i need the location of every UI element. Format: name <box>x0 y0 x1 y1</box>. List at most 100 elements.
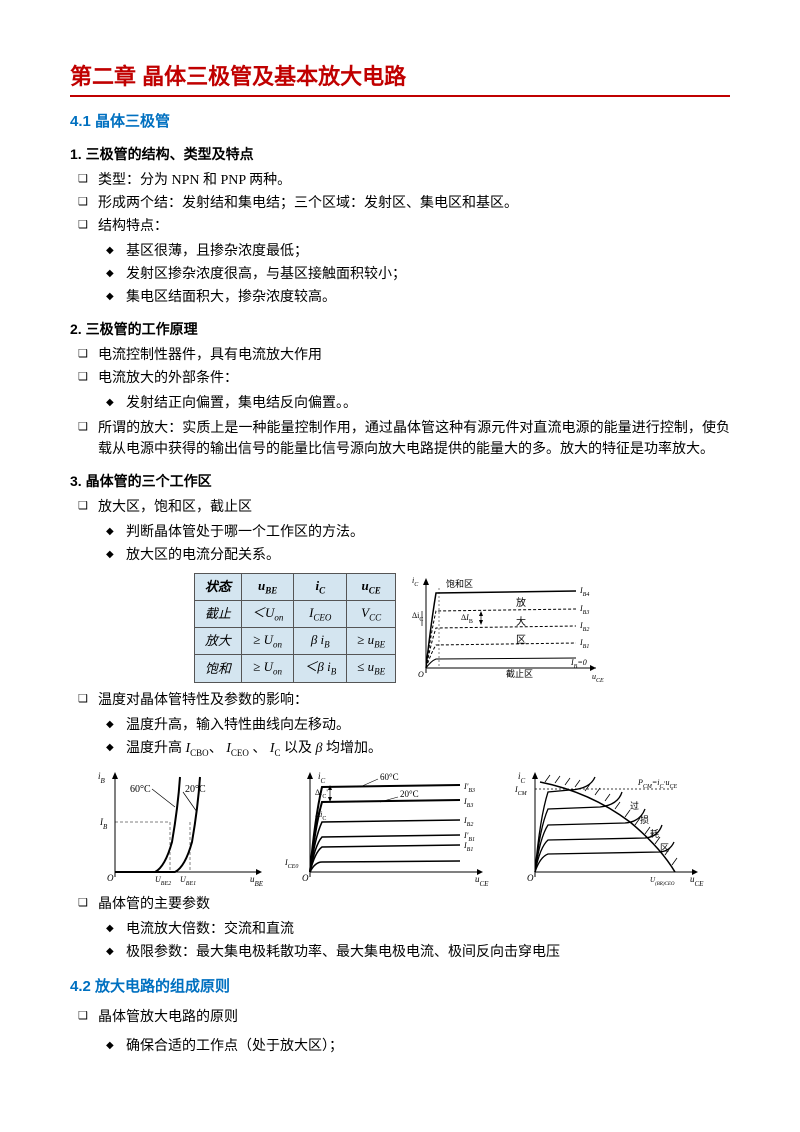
td: 截止 <box>194 600 241 627</box>
list-item: 集电区结面积大，掺杂浓度较高。 <box>126 286 730 309</box>
sub3-list3: 晶体管的主要参数 <box>70 893 730 916</box>
svg-text:ICM: ICM <box>514 785 528 797</box>
temp-chart-2: 60°C 20°C ΔiC' ΔiC I'B3 IB3 IB2 I'B1 IB1… <box>280 767 500 887</box>
svg-text:IB3: IB3 <box>463 797 473 809</box>
svg-text:uCE: uCE <box>475 874 489 887</box>
list-item: 极限参数：最大集电极耗散功率、最大集电极电流、极间反向击穿电压 <box>126 941 730 964</box>
svg-text:I'B3: I'B3 <box>463 782 475 794</box>
sub3-list2: 温度对晶体管特性及参数的影响： <box>70 689 730 712</box>
subsection-1-title: 1. 三极管的结构、类型及特点 <box>70 144 730 165</box>
svg-text:O: O <box>527 873 534 883</box>
svg-text:PCM=iC·uCE: PCM=iC·uCE <box>637 778 678 790</box>
svg-text:O: O <box>418 670 424 679</box>
state-table: 状态 uBE iC uCE 截止 ＜Uon ICEO VCC 放大 ≥ Uon … <box>194 573 396 683</box>
regions-chart: 饱和区 放 大 区 截止区 IB4 IB3 IB2 IB1 IB=0 uCE i… <box>406 573 606 683</box>
list-item: 电流放大的外部条件： <box>98 367 730 390</box>
list-item: 所谓的放大：实质上是一种能量控制作用，通过晶体管这种有源元件对直流电源的能量进行… <box>98 417 730 461</box>
svg-text:大: 大 <box>516 615 526 628</box>
svg-text:20°C: 20°C <box>400 789 419 799</box>
svg-text:IB2: IB2 <box>463 816 473 828</box>
list-item: 确保合适的工作点（处于放大区）； <box>126 1035 730 1058</box>
svg-text:IB4: IB4 <box>579 586 589 598</box>
svg-text:放: 放 <box>516 596 526 609</box>
list-item: 电流放大倍数：交流和直流 <box>126 918 730 941</box>
list-item: 放大区的电流分配关系。 <box>126 544 730 567</box>
th-ic: iC <box>294 573 347 600</box>
list-item: 温度升高 ICBO、 ICEO 、 IC 以及 β 均增加。 <box>126 737 730 761</box>
temp-chart-1: 60°C 20°C IB UBE2 UBE1 uBE iB O <box>90 767 270 887</box>
list-item: 类型：分为 NPN 和 PNP 两种。 <box>98 169 730 192</box>
svg-text:IB2: IB2 <box>579 621 589 633</box>
svg-text:区: 区 <box>660 843 669 853</box>
svg-text:ICE0: ICE0 <box>284 858 298 870</box>
sub3-sublist3: 电流放大倍数：交流和直流 极限参数：最大集电极耗散功率、最大集电极电流、极间反向… <box>70 918 730 964</box>
svg-text:区: 区 <box>516 634 526 646</box>
td: ≥ Uon <box>241 655 293 682</box>
svg-text:O: O <box>302 873 309 883</box>
subsection-3-title: 3. 晶体管的三个工作区 <box>70 471 730 492</box>
svg-text:IB1: IB1 <box>579 638 589 650</box>
td: β iB <box>294 628 347 655</box>
svg-text:uCE: uCE <box>690 874 704 887</box>
td: VCC <box>347 600 396 627</box>
svg-text:过: 过 <box>630 800 639 811</box>
list-item: 温度对晶体管特性及参数的影响： <box>98 689 730 712</box>
subsection-2-title: 2. 三极管的工作原理 <box>70 319 730 340</box>
sub2-list: 电流控制性器件，具有电流放大作用 电流放大的外部条件： <box>70 344 730 390</box>
td: ＜Uon <box>241 600 293 627</box>
svg-text:20°C: 20°C <box>185 784 206 795</box>
svg-text:UBE2: UBE2 <box>155 875 171 887</box>
sub1-list: 类型：分为 NPN 和 PNP 两种。 形成两个结：发射结和集电结；三个区域：发… <box>70 169 730 238</box>
svg-text:UBE1: UBE1 <box>180 875 196 887</box>
list-item: 发射区掺杂浓度很高，与基区接触面积较小； <box>126 263 730 286</box>
svg-text:饱和区: 饱和区 <box>446 578 473 589</box>
svg-text:iC: iC <box>518 771 526 785</box>
sub2-list2: 所谓的放大：实质上是一种能量控制作用，通过晶体管这种有源元件对直流电源的能量进行… <box>70 417 730 461</box>
svg-text:uCE: uCE <box>592 672 604 683</box>
svg-text:iB: iB <box>98 771 106 785</box>
list-item: 判断晶体管处于哪一个工作区的方法。 <box>126 521 730 544</box>
table-and-chart-row: 状态 uBE iC uCE 截止 ＜Uon ICEO VCC 放大 ≥ Uon … <box>70 573 730 683</box>
svg-text:ΔIB: ΔIB <box>461 613 473 625</box>
list-item: 放大区，饱和区，截止区 <box>98 496 730 519</box>
temp-charts-row: 60°C 20°C IB UBE2 UBE1 uBE iB O 60°C 20°… <box>70 767 730 887</box>
svg-text:损: 损 <box>640 814 649 825</box>
list-item: 晶体管放大电路的原则 <box>98 1006 730 1029</box>
th-uce: uCE <box>347 573 396 600</box>
svg-text:uBE: uBE <box>250 874 264 887</box>
td: ≥ Uon <box>241 628 293 655</box>
svg-text:ΔiC': ΔiC' <box>315 788 328 800</box>
list-item: 发射结正向偏置，集电结反向偏置。。 <box>126 392 730 415</box>
td: ICEO <box>294 600 347 627</box>
list-item: 基区很薄，且掺杂浓度最低； <box>126 240 730 263</box>
list-item: 温度升高，输入特性曲线向左移动。 <box>126 714 730 737</box>
sec42-list: 晶体管放大电路的原则 <box>70 1006 730 1029</box>
chapter-title: 第二章 晶体三极管及基本放大电路 <box>70 60 730 97</box>
sub2-sublist: 发射结正向偏置，集电结反向偏置。。 <box>70 392 730 415</box>
svg-text:IB: IB <box>99 817 108 831</box>
section-heading-4-1: 4.1 晶体三极管 <box>70 111 730 134</box>
td: 饱和 <box>194 655 241 682</box>
list-item: 晶体管的主要参数 <box>98 893 730 916</box>
svg-text:60°C: 60°C <box>380 772 399 782</box>
svg-text:iC: iC <box>412 576 419 588</box>
td: ≤ uBE <box>347 655 396 682</box>
sub3-sublist1: 判断晶体管处于哪一个工作区的方法。 放大区的电流分配关系。 <box>70 521 730 567</box>
svg-text:IB3: IB3 <box>579 604 589 616</box>
list-item: 形成两个结：发射结和集电结；三个区域：发射区、集电区和基区。 <box>98 192 730 215</box>
sec42-sublist: 确保合适的工作点（处于放大区）； <box>70 1035 730 1058</box>
sub1-sublist: 基区很薄，且掺杂浓度最低； 发射区掺杂浓度很高，与基区接触面积较小； 集电区结面… <box>70 240 730 309</box>
section-heading-4-2: 4.2 放大电路的组成原则 <box>70 976 730 999</box>
list-item: 电流控制性器件，具有电流放大作用 <box>98 344 730 367</box>
td: ＜β iB <box>294 655 347 682</box>
sub3-list1: 放大区，饱和区，截止区 <box>70 496 730 519</box>
svg-text:U(BR)CEO: U(BR)CEO <box>650 876 675 887</box>
temp-chart-3: PCM=iC·uCE 过 损 耗 区 ICM U(BR)CEO uCE iC O <box>510 767 710 887</box>
th-ube: uBE <box>241 573 293 600</box>
sub3-sublist2: 温度升高，输入特性曲线向左移动。 温度升高 ICBO、 ICEO 、 IC 以及… <box>70 714 730 761</box>
svg-text:O: O <box>107 873 114 883</box>
th-state: 状态 <box>194 573 241 600</box>
svg-text:60°C: 60°C <box>130 784 151 795</box>
td: ≥ uBE <box>347 628 396 655</box>
td: 放大 <box>194 628 241 655</box>
